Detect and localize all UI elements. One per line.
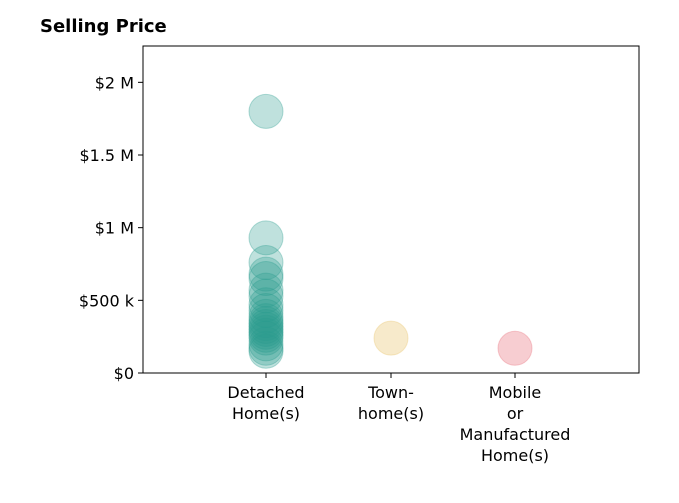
x-tick-label: Town-home(s): [358, 383, 424, 423]
data-point: [248, 256, 284, 292]
data-point: [248, 306, 284, 342]
data-point: [248, 314, 284, 350]
data-point: [248, 278, 284, 314]
y-axis: $0 $500 k $1 M $1.5 M $2 M: [79, 73, 143, 383]
x-tick-label-line: Home(s): [481, 446, 549, 465]
data-point: [248, 272, 284, 308]
x-tick-label-line: Town-: [367, 383, 414, 402]
data-point: [248, 93, 284, 129]
data-point: [248, 293, 284, 329]
data-point: [248, 333, 284, 369]
data-point: [248, 220, 284, 256]
y-tick-label: $2 M: [95, 73, 134, 92]
data-point: [248, 245, 284, 281]
x-tick-label: Mobile or Manufactured Home(s): [460, 383, 571, 465]
x-tick-label-line: or: [507, 404, 524, 423]
x-tick-label-line: home(s): [358, 404, 424, 423]
data-point: [248, 320, 284, 356]
y-tick-label: $1 M: [95, 219, 134, 238]
data-point: [248, 308, 284, 344]
y-tick-label: $500 k: [79, 291, 135, 310]
x-tick-label-line: Mobile: [489, 383, 541, 402]
x-tick-label: Detached Home(s): [227, 383, 304, 423]
y-tick-label: $1.5 M: [79, 146, 134, 165]
data-point: [248, 261, 284, 297]
data-point: [248, 298, 284, 334]
data-point: [373, 320, 409, 356]
chart-title: Selling Price: [40, 16, 167, 37]
data-point: [248, 287, 284, 323]
y-tick-label: $0: [114, 364, 134, 383]
data-points: [248, 93, 533, 369]
data-point: [248, 330, 284, 366]
x-tick-label-line: Home(s): [232, 404, 300, 423]
x-tick-label-line: Manufactured: [460, 425, 571, 444]
data-point: [248, 303, 284, 339]
data-point: [248, 311, 284, 347]
data-point: [248, 317, 284, 353]
x-tick-label-line: Detached: [227, 383, 304, 402]
x-axis: Detached Home(s) Town-home(s) Mobile or Manuf…: [227, 373, 570, 465]
data-point: [248, 326, 284, 362]
data-point: [497, 330, 533, 366]
